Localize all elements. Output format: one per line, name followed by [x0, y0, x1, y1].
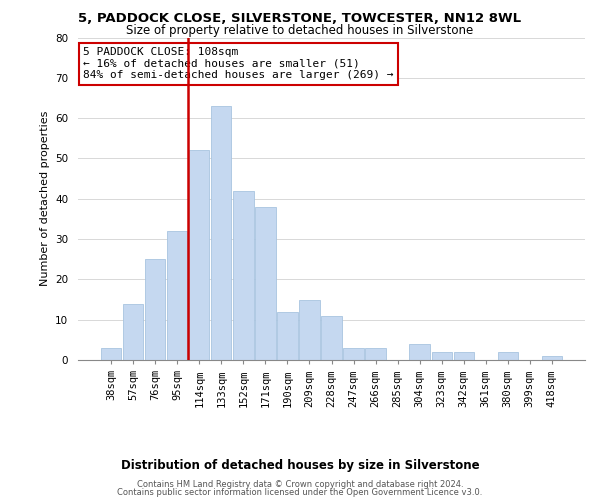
- Bar: [322, 316, 341, 360]
- Bar: [299, 300, 320, 360]
- Bar: [343, 348, 364, 360]
- Text: 5 PADDOCK CLOSE: 108sqm
← 16% of detached houses are smaller (51)
84% of semi-de: 5 PADDOCK CLOSE: 108sqm ← 16% of detache…: [83, 47, 394, 80]
- Bar: [365, 348, 386, 360]
- Bar: [497, 352, 518, 360]
- Bar: [431, 352, 452, 360]
- Bar: [123, 304, 143, 360]
- Bar: [542, 356, 562, 360]
- Bar: [101, 348, 121, 360]
- Bar: [233, 190, 254, 360]
- Bar: [277, 312, 298, 360]
- Text: 5, PADDOCK CLOSE, SILVERSTONE, TOWCESTER, NN12 8WL: 5, PADDOCK CLOSE, SILVERSTONE, TOWCESTER…: [79, 12, 521, 26]
- Text: Size of property relative to detached houses in Silverstone: Size of property relative to detached ho…: [127, 24, 473, 37]
- Y-axis label: Number of detached properties: Number of detached properties: [40, 111, 50, 286]
- Text: Distribution of detached houses by size in Silverstone: Distribution of detached houses by size …: [121, 460, 479, 472]
- Bar: [211, 106, 232, 360]
- Text: Contains public sector information licensed under the Open Government Licence v3: Contains public sector information licen…: [118, 488, 482, 497]
- Bar: [167, 231, 187, 360]
- Text: Contains HM Land Registry data © Crown copyright and database right 2024.: Contains HM Land Registry data © Crown c…: [137, 480, 463, 489]
- Bar: [189, 150, 209, 360]
- Bar: [409, 344, 430, 360]
- Bar: [454, 352, 474, 360]
- Bar: [145, 259, 166, 360]
- Bar: [255, 207, 275, 360]
